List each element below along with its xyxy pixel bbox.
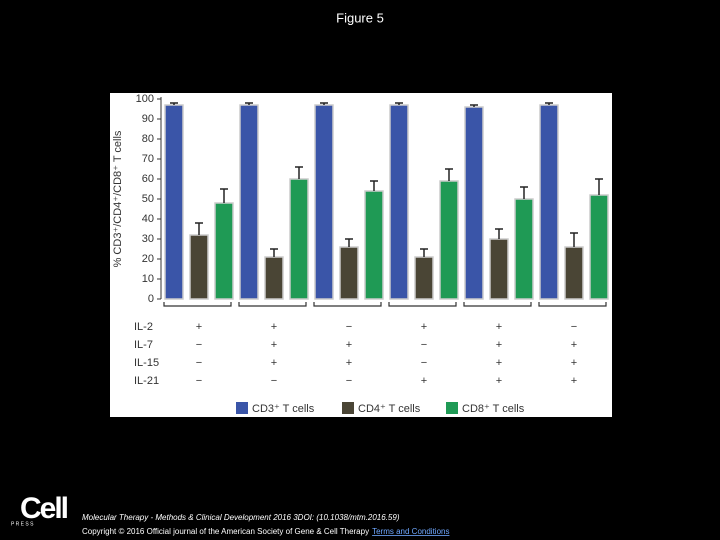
condition-sign: − <box>421 357 427 369</box>
group-bracket <box>463 302 532 307</box>
condition-sign: − <box>196 375 202 387</box>
bar <box>189 234 209 300</box>
bar <box>514 198 534 300</box>
condition-sign: + <box>571 375 577 387</box>
y-tick-label: 30 <box>142 233 154 245</box>
group-bracket <box>238 302 307 307</box>
bar <box>364 190 384 300</box>
condition-label: IL-7 <box>134 339 153 351</box>
condition-sign: + <box>496 339 502 351</box>
bar <box>489 238 509 300</box>
legend-label: CD4⁺ T cells <box>358 403 421 415</box>
bar <box>214 202 234 300</box>
bar <box>564 246 584 300</box>
terms-link[interactable]: Terms and Conditions <box>372 527 449 536</box>
condition-sign: + <box>271 357 277 369</box>
condition-sign: + <box>271 339 277 351</box>
condition-sign: − <box>571 321 577 333</box>
group-bracket <box>313 302 382 307</box>
condition-sign: + <box>571 357 577 369</box>
condition-sign: − <box>346 321 352 333</box>
y-tick-label: 70 <box>142 153 154 165</box>
condition-label: IL-21 <box>134 375 159 387</box>
bar <box>439 180 459 300</box>
y-tick-label: 90 <box>142 113 154 125</box>
legend-swatch <box>236 402 248 414</box>
legend-swatch <box>342 402 354 414</box>
legend-swatch <box>446 402 458 414</box>
y-tick-label: 80 <box>142 133 154 145</box>
bar <box>239 104 259 300</box>
bar <box>289 178 309 300</box>
condition-sign: − <box>346 375 352 387</box>
y-tick-label: 40 <box>142 213 154 225</box>
group-bracket <box>538 302 607 307</box>
bar <box>164 104 184 300</box>
legend-label: CD8⁺ T cells <box>462 403 525 415</box>
bar <box>314 104 334 300</box>
condition-sign: + <box>496 357 502 369</box>
condition-sign: + <box>421 375 427 387</box>
y-tick-label: 0 <box>148 293 154 305</box>
copyright-text: Copyright © 2016 Official journal of the… <box>82 527 369 536</box>
logo-sub: P R E S S <box>11 521 34 527</box>
bar <box>414 256 434 300</box>
y-axis-label: % CD3⁺/CD4⁺/CD8⁺ T cells <box>112 130 124 267</box>
y-tick-label: 20 <box>142 253 154 265</box>
figure-panel <box>110 93 612 417</box>
copyright: Copyright © 2016 Official journal of the… <box>82 527 449 536</box>
condition-sign: + <box>496 375 502 387</box>
group-bracket <box>163 302 232 307</box>
condition-sign: − <box>271 375 277 387</box>
group-bracket <box>388 302 457 307</box>
condition-sign: + <box>346 339 352 351</box>
bar <box>539 104 559 300</box>
bar <box>389 104 409 300</box>
condition-sign: − <box>196 339 202 351</box>
logo: Cell <box>20 492 68 525</box>
bar <box>589 194 609 300</box>
y-tick-label: 100 <box>136 93 154 105</box>
condition-label: IL-15 <box>134 357 159 369</box>
condition-sign: + <box>571 339 577 351</box>
slide-title: Figure 5 <box>336 10 384 25</box>
y-tick-label: 50 <box>142 193 154 205</box>
bar <box>339 246 359 300</box>
condition-sign: + <box>271 321 277 333</box>
legend-label: CD3⁺ T cells <box>252 403 315 415</box>
condition-sign: − <box>421 339 427 351</box>
y-tick-label: 10 <box>142 273 154 285</box>
condition-label: IL-2 <box>134 321 153 333</box>
condition-sign: + <box>421 321 427 333</box>
citation: Molecular Therapy - Methods & Clinical D… <box>82 513 400 522</box>
bar <box>464 106 484 300</box>
condition-sign: − <box>196 357 202 369</box>
condition-sign: + <box>196 321 202 333</box>
y-tick-label: 60 <box>142 173 154 185</box>
condition-sign: + <box>496 321 502 333</box>
condition-sign: + <box>346 357 352 369</box>
bar <box>264 256 284 300</box>
